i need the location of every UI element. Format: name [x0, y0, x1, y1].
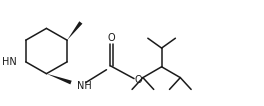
Text: O: O [134, 75, 142, 85]
Polygon shape [46, 74, 72, 84]
Text: NH: NH [77, 82, 92, 91]
Text: HN: HN [2, 57, 17, 67]
Text: O: O [108, 33, 115, 43]
Polygon shape [67, 21, 82, 40]
